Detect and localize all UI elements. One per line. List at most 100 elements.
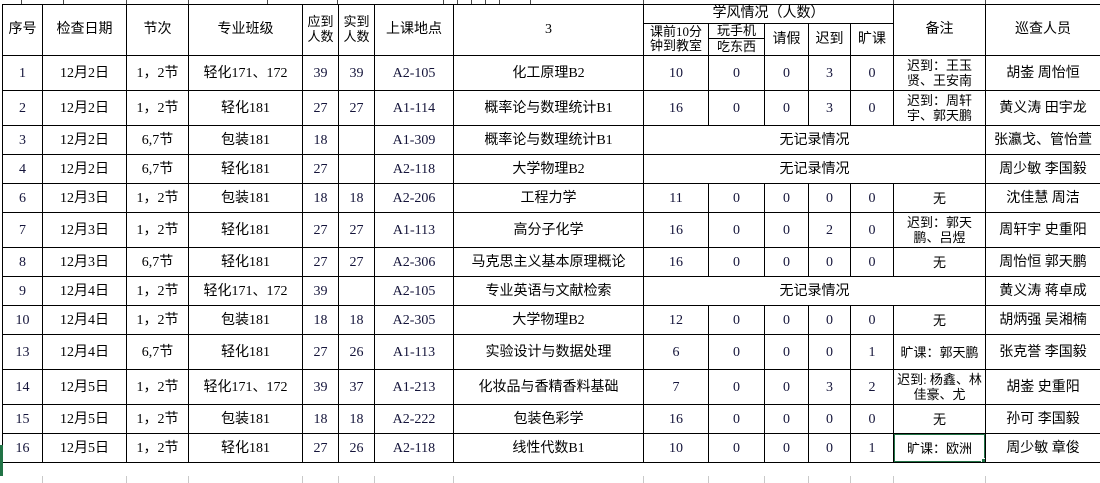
cell-date[interactable]: 12月2日 [42, 154, 127, 185]
cell-expected[interactable]: 27 [302, 154, 339, 185]
cell-count-phone[interactable]: 0 [708, 247, 765, 278]
cell-class[interactable]: 轻化181 [188, 433, 303, 464]
cell-period[interactable]: 6,7节 [126, 334, 189, 371]
cell-expected[interactable]: 39 [302, 369, 339, 406]
cell-remark[interactable]: 无 [893, 183, 986, 214]
cell-date[interactable]: 12月3日 [42, 183, 127, 214]
col-header-course[interactable]: 3 [453, 3, 644, 57]
cell-count-leave[interactable]: 0 [764, 212, 809, 249]
cell-actual[interactable] [338, 276, 375, 307]
cell-period[interactable]: 1，2节 [126, 276, 189, 307]
cell-actual[interactable]: 18 [338, 183, 375, 214]
cell-count-early[interactable]: 16 [643, 404, 709, 435]
cell-count-leave[interactable]: 0 [764, 183, 809, 214]
cell-date[interactable]: 12月2日 [42, 125, 127, 156]
cell-class[interactable]: 轻化171、172 [188, 55, 303, 92]
cell-expected[interactable]: 18 [302, 183, 339, 214]
cell-count-early[interactable]: 6 [643, 334, 709, 371]
cell-count-early[interactable]: 10 [643, 433, 709, 464]
cell-date[interactable]: 12月3日 [42, 212, 127, 249]
col-header-actual[interactable]: 实到人数 [338, 3, 375, 57]
cell-expected[interactable]: 27 [302, 90, 339, 127]
cell-inspectors[interactable]: 周轩宇 史重阳 [985, 212, 1100, 249]
col-header-class[interactable]: 专业班级 [188, 3, 303, 57]
cell-date[interactable]: 12月3日 [42, 247, 127, 278]
cell-count-late[interactable]: 0 [808, 433, 851, 464]
col-header-inspectors[interactable]: 巡查人员 [985, 3, 1100, 57]
cell-count-absent[interactable]: 0 [850, 305, 894, 336]
cell-inspectors[interactable]: 黄义涛 田宇龙 [985, 90, 1100, 127]
cell-expected[interactable]: 39 [302, 55, 339, 92]
cell-count-early[interactable]: 12 [643, 305, 709, 336]
cell-expected[interactable]: 27 [302, 334, 339, 371]
cell-serial[interactable]: 10 [2, 305, 43, 336]
col-header-date[interactable]: 检查日期 [42, 3, 127, 57]
cell-period[interactable]: 6,7节 [126, 247, 189, 278]
col-header-period[interactable]: 节次 [126, 3, 189, 57]
cell-date[interactable]: 12月2日 [42, 55, 127, 92]
cell-inspectors[interactable]: 胡崟 史重阳 [985, 369, 1100, 406]
cell-period[interactable]: 1，2节 [126, 433, 189, 464]
cell-room[interactable]: A2-118 [374, 154, 454, 185]
cell-actual[interactable]: 27 [338, 212, 375, 249]
cell-room[interactable]: A1-114 [374, 90, 454, 127]
cell-room[interactable]: A2-305 [374, 305, 454, 336]
cell-actual[interactable]: 27 [338, 90, 375, 127]
cell-count-absent[interactable]: 1 [850, 334, 894, 371]
cell-expected[interactable]: 18 [302, 305, 339, 336]
col-header-early-arrival[interactable]: 课前10分钟到教室 [643, 22, 709, 57]
cell-serial[interactable]: 1 [2, 55, 43, 92]
cell-serial[interactable]: 13 [2, 334, 43, 371]
cell-course[interactable]: 大学物理B2 [453, 154, 644, 185]
col-header-expected[interactable]: 应到人数 [302, 3, 339, 57]
cell-serial[interactable]: 2 [2, 90, 43, 127]
col-header-absent[interactable]: 旷课 [850, 22, 894, 57]
cell-date[interactable]: 12月5日 [42, 369, 127, 406]
cell-actual[interactable]: 26 [338, 334, 375, 371]
cell-period[interactable]: 1，2节 [126, 212, 189, 249]
cell-date[interactable]: 12月5日 [42, 433, 127, 464]
cell-class[interactable]: 轻化181 [188, 212, 303, 249]
cell-count-phone[interactable]: 0 [708, 305, 765, 336]
cell-period[interactable]: 1，2节 [126, 55, 189, 92]
cell-date[interactable]: 12月2日 [42, 90, 127, 127]
cell-period[interactable]: 1，2节 [126, 305, 189, 336]
cell-class[interactable]: 轻化181 [188, 154, 303, 185]
cell-period[interactable]: 6,7节 [126, 154, 189, 185]
cell-actual[interactable]: 27 [338, 247, 375, 278]
cell-inspectors[interactable]: 张克誉 李国毅 [985, 334, 1100, 371]
cell-expected[interactable]: 27 [302, 212, 339, 249]
cell-count-phone[interactable]: 0 [708, 369, 765, 406]
cell-period[interactable]: 6,7节 [126, 125, 189, 156]
cell-count-late[interactable]: 3 [808, 90, 851, 127]
cell-course[interactable]: 概率论与数理统计B1 [453, 90, 644, 127]
cell-count-phone[interactable]: 0 [708, 90, 765, 127]
cell-inspectors[interactable]: 胡炳强 吴湘楠 [985, 305, 1100, 336]
cell-remark[interactable]: 无 [893, 247, 986, 278]
cell-count-leave[interactable]: 0 [764, 305, 809, 336]
cell-serial[interactable]: 6 [2, 183, 43, 214]
cell-class[interactable]: 轻化181 [188, 247, 303, 278]
cell-count-absent[interactable]: 0 [850, 90, 894, 127]
cell-room[interactable]: A1-113 [374, 334, 454, 371]
cell-class[interactable]: 包装181 [188, 305, 303, 336]
cell-course[interactable]: 马克思主义基本原理概论 [453, 247, 644, 278]
cell-period[interactable]: 1，2节 [126, 90, 189, 127]
cell-expected[interactable]: 18 [302, 125, 339, 156]
cell-inspectors[interactable]: 张瀛戈、管怡萱 [985, 125, 1100, 156]
cell-expected[interactable]: 18 [302, 404, 339, 435]
cell-count-phone[interactable]: 0 [708, 212, 765, 249]
cell-count-phone[interactable]: 0 [708, 404, 765, 435]
cell-class[interactable]: 包装181 [188, 125, 303, 156]
cell-count-absent[interactable]: 0 [850, 404, 894, 435]
cell-count-early[interactable]: 16 [643, 212, 709, 249]
cell-room[interactable]: A2-118 [374, 433, 454, 464]
cell-date[interactable]: 12月4日 [42, 305, 127, 336]
cell-count-late[interactable]: 0 [808, 404, 851, 435]
cell-remark[interactable]: 迟到: 杨鑫、林佳豪、尤 [893, 369, 986, 406]
cell-room[interactable]: A1-113 [374, 212, 454, 249]
cell-date[interactable]: 12月5日 [42, 404, 127, 435]
cell-course[interactable]: 概率论与数理统计B1 [453, 125, 644, 156]
cell-count-early[interactable]: 7 [643, 369, 709, 406]
cell-serial[interactable]: 15 [2, 404, 43, 435]
